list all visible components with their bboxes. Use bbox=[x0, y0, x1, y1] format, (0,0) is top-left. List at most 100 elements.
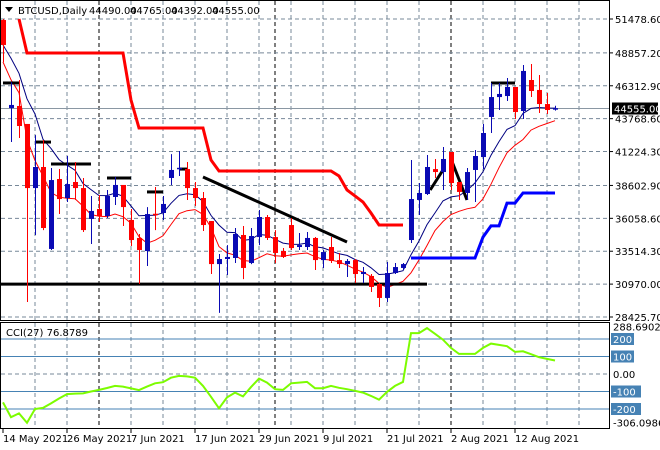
bullish-candle bbox=[409, 160, 414, 244]
bullish-candle bbox=[361, 267, 366, 283]
dropdown-triangle-icon[interactable] bbox=[5, 7, 13, 12]
cci-tick-label: 288.6902 bbox=[613, 322, 660, 333]
main-plot bbox=[1, 18, 558, 313]
cci-grid bbox=[1, 323, 609, 428]
fast-moving-average-line bbox=[2, 44, 556, 276]
bearish-candle bbox=[281, 248, 286, 258]
candle-body bbox=[337, 260, 342, 265]
bearish-candle bbox=[329, 237, 334, 264]
price-tick-label: 30970.00 bbox=[615, 280, 660, 291]
candle-body bbox=[473, 156, 478, 170]
candle-body bbox=[257, 217, 262, 238]
candle-body bbox=[121, 184, 126, 208]
candle-body bbox=[465, 172, 470, 193]
candle-body bbox=[137, 237, 142, 250]
bullish-candle bbox=[89, 195, 94, 245]
candle-body bbox=[457, 181, 462, 192]
bearish-candle bbox=[41, 139, 46, 231]
candle-body bbox=[505, 86, 510, 97]
bearish-candle bbox=[457, 181, 462, 200]
candle-body bbox=[377, 283, 382, 298]
bearish-candle bbox=[137, 233, 142, 284]
header-high: 44765.00 bbox=[130, 6, 178, 17]
date-tick-label: 7 Jun 2021 bbox=[131, 434, 185, 445]
candle-body bbox=[481, 132, 486, 158]
header-open: 44490.00 bbox=[89, 6, 137, 17]
bullish-candle bbox=[417, 183, 422, 215]
bullish-candle bbox=[65, 156, 70, 203]
bearish-candle bbox=[153, 187, 158, 231]
bearish-candle bbox=[289, 218, 294, 250]
candle-body bbox=[41, 166, 46, 229]
bullish-candle bbox=[113, 176, 118, 205]
bearish-candle bbox=[73, 161, 78, 200]
candle-body bbox=[113, 184, 118, 197]
price-tick-label: 46312.90 bbox=[615, 82, 660, 93]
candle-body bbox=[129, 219, 134, 241]
price-tick-label: 33514.30 bbox=[615, 247, 660, 258]
bullish-candle bbox=[481, 123, 486, 170]
price-tick-label: 28425.70 bbox=[615, 313, 660, 324]
bearish-candle bbox=[449, 151, 454, 191]
bullish-candle bbox=[473, 150, 478, 203]
candle-body bbox=[273, 237, 278, 253]
bearish-candle bbox=[369, 274, 374, 292]
bullish-candle bbox=[225, 245, 230, 276]
bullish-candle bbox=[553, 105, 558, 111]
candle-body bbox=[385, 272, 390, 298]
main-panel-frame bbox=[0, 0, 610, 321]
main-grid bbox=[1, 1, 609, 320]
bullish-candle bbox=[393, 263, 398, 275]
candle-body bbox=[281, 251, 286, 257]
date-tick-label: 26 May 2021 bbox=[67, 434, 132, 445]
candle-body bbox=[489, 97, 494, 117]
bullish-candle bbox=[521, 65, 526, 120]
bullish-candle bbox=[297, 233, 302, 250]
bullish-candle bbox=[505, 78, 510, 101]
bullish-candle bbox=[489, 82, 494, 133]
bearish-candle bbox=[241, 225, 246, 280]
bullish-candle bbox=[497, 82, 502, 110]
candle-body bbox=[9, 104, 14, 109]
bullish-candle bbox=[9, 82, 14, 143]
bearish-candle bbox=[1, 18, 6, 63]
candle-body bbox=[225, 256, 230, 260]
axes: 51478.60 48857.20 46312.90 43768.60 41224.30… bbox=[2, 15, 660, 445]
bearish-candle bbox=[201, 191, 206, 231]
candle-body bbox=[1, 20, 6, 45]
candle-body bbox=[49, 180, 54, 249]
candle-body bbox=[249, 236, 254, 264]
bearish-candle bbox=[353, 259, 358, 283]
symbol-timeframe: BTCUSD,Daily bbox=[18, 6, 87, 17]
candle-body bbox=[353, 260, 358, 275]
header-close: 44555.00 bbox=[212, 6, 260, 17]
cci-level-badge bbox=[611, 350, 634, 363]
candle-body bbox=[321, 252, 326, 261]
cci-level-badge bbox=[611, 385, 641, 398]
candle-body bbox=[201, 198, 206, 226]
chart-header: BTCUSD,Daily 44490.00 44765.00 44392.00 … bbox=[5, 6, 260, 17]
candle-body bbox=[241, 234, 246, 268]
candle-body bbox=[25, 123, 30, 189]
candle-body bbox=[145, 214, 150, 252]
bullish-candle bbox=[321, 249, 326, 268]
trendline bbox=[451, 162, 469, 201]
bullish-candle bbox=[385, 262, 390, 302]
cci-plot bbox=[2, 326, 556, 425]
cci-tick-label: 0.00 bbox=[613, 370, 635, 381]
candle-body bbox=[297, 245, 302, 248]
bullish-candle bbox=[169, 154, 174, 185]
candle-body bbox=[81, 188, 86, 231]
candle-body bbox=[305, 237, 310, 248]
candle-body bbox=[97, 209, 102, 216]
price-tick-label: 48857.20 bbox=[615, 49, 660, 60]
bearish-candle bbox=[97, 195, 102, 223]
candle-body bbox=[529, 79, 534, 91]
candle-body bbox=[521, 70, 526, 112]
bearish-candle bbox=[209, 221, 214, 275]
candle-body bbox=[449, 151, 454, 184]
candle-body bbox=[209, 221, 214, 265]
candle-body bbox=[313, 237, 318, 261]
date-tick-label: 12 Aug 2021 bbox=[515, 434, 579, 445]
